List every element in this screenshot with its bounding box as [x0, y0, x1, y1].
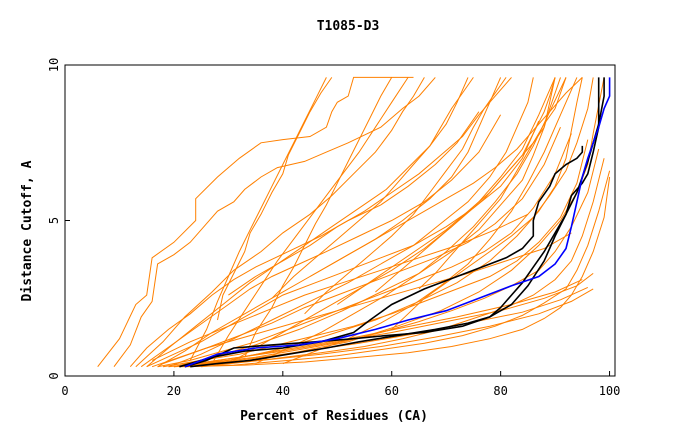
series-line [135, 77, 425, 368]
series-line [418, 77, 561, 290]
x-tick-label: 40 [276, 384, 290, 398]
series-line [184, 176, 611, 368]
series-line [217, 77, 333, 321]
series-line [168, 148, 600, 368]
series-line [255, 77, 567, 365]
x-tick-label: 0 [61, 384, 68, 398]
series-line [304, 77, 507, 315]
series-line [113, 77, 436, 367]
series-line [184, 77, 600, 368]
x-tick-label: 100 [599, 384, 621, 398]
series-line [211, 77, 409, 364]
series-line [228, 77, 512, 296]
series-line [146, 77, 469, 368]
x-tick-label: 80 [493, 384, 507, 398]
series-line [391, 77, 594, 330]
y-tick-label: 0 [47, 372, 61, 379]
series-line [184, 77, 605, 368]
y-tick-label: 10 [47, 58, 61, 72]
series-line [244, 77, 393, 358]
series-line [162, 232, 572, 365]
series-line [271, 77, 474, 299]
series-line [228, 77, 556, 365]
series-line [201, 288, 594, 368]
x-tick-label: 20 [167, 384, 181, 398]
x-axis-label: Percent of Residues (CA) [240, 409, 428, 424]
y-axis-ticks: 0 5 10 [47, 58, 70, 380]
series-line [375, 77, 567, 293]
x-tick-label: 60 [385, 384, 399, 398]
y-tick-label: 5 [47, 217, 61, 224]
series-line [97, 76, 414, 368]
series-line [179, 170, 611, 368]
series-line [151, 213, 529, 361]
series-line [146, 120, 540, 368]
series-line [184, 77, 611, 368]
series-line [173, 158, 605, 368]
series-line [309, 77, 583, 277]
series-lines [97, 76, 611, 368]
series-line [129, 111, 480, 368]
chart-title: T1085-D3 [317, 19, 380, 34]
series-line [140, 114, 502, 368]
x-axis-ticks: 0 20 40 60 80 100 [61, 371, 620, 398]
series-line [189, 77, 327, 361]
series-line [168, 77, 534, 368]
series-line [184, 279, 583, 366]
y-axis-label: Distance Cutoff, A [20, 160, 35, 301]
